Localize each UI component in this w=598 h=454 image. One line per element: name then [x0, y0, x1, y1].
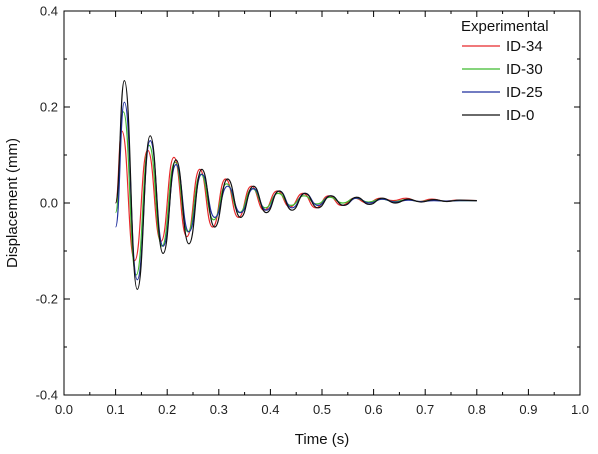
legend-label: ID-34 — [506, 38, 543, 55]
y-tick-label: -0.2 — [36, 292, 58, 307]
x-tick-label: 0.1 — [107, 402, 125, 417]
x-axis-title: Time (s) — [295, 431, 349, 448]
x-tick-label: 0.7 — [416, 402, 434, 417]
y-tick-label: 0.2 — [40, 100, 58, 115]
x-tick-label: 0.3 — [210, 402, 228, 417]
x-tick-label: 1.0 — [571, 402, 589, 417]
legend-title: Experimental — [461, 18, 549, 35]
x-tick-label: 0.2 — [158, 402, 176, 417]
legend-label: ID-30 — [506, 61, 543, 78]
ticks-layer: 0.0 0.1 0.2 0.3 0.4 0.5 0.6 0.7 0.8 0.9 1.0 -0.4 -0.… — [36, 4, 589, 418]
y-tick-label: -0.4 — [36, 388, 58, 403]
legend-label: ID-25 — [506, 84, 543, 101]
y-axis-title: Displacement (mm) — [4, 138, 21, 268]
x-tick-label: 0.5 — [313, 402, 331, 417]
x-tick-label: 0.6 — [365, 402, 383, 417]
x-tick-label: 0.4 — [261, 402, 279, 417]
y-tick-label: 0.0 — [40, 196, 58, 211]
series-line-id-0 — [115, 79, 477, 291]
x-tick-label: 0.8 — [468, 402, 486, 417]
x-tick-label: 0.9 — [519, 402, 537, 417]
x-tick-label: 0.0 — [55, 402, 73, 417]
series-layer — [115, 79, 477, 291]
legend-label: ID-0 — [506, 107, 534, 124]
legend: Experimental ID-34 ID-30 ID-25 ID-0 — [461, 18, 549, 124]
y-tick-label: 0.4 — [40, 4, 58, 19]
